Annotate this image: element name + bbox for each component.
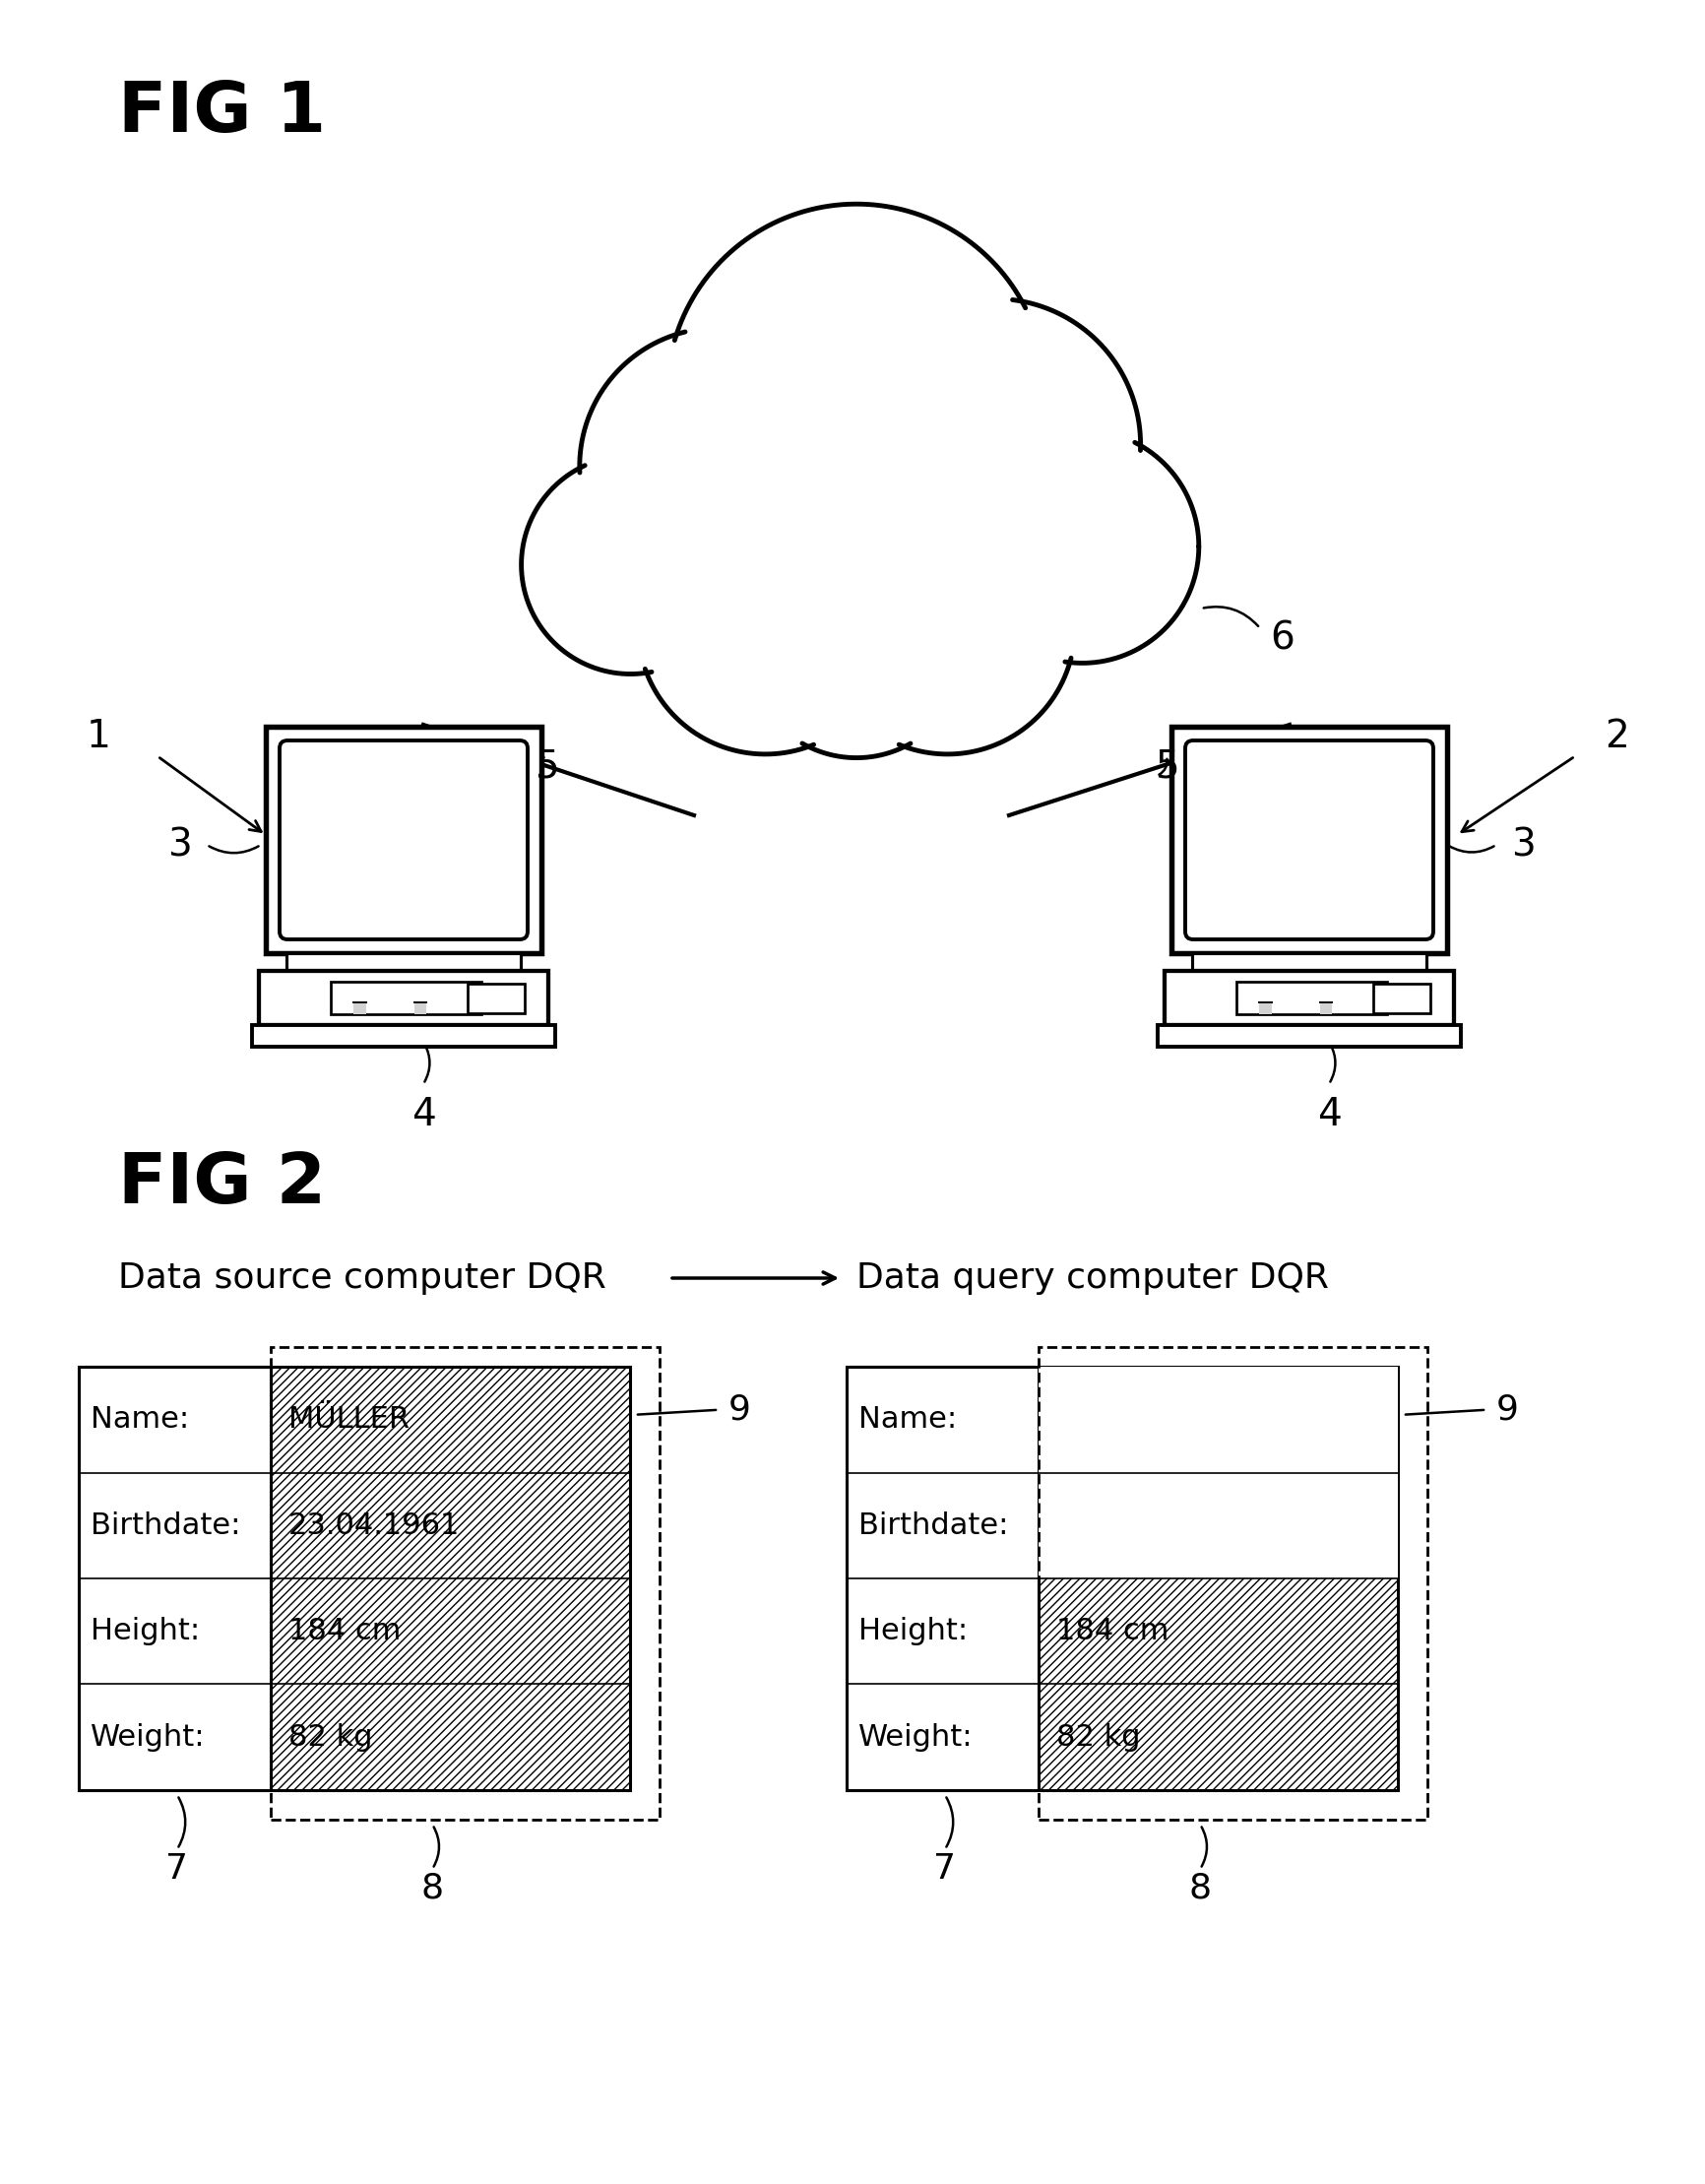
Bar <box>846 1367 1038 1791</box>
Bar <box>331 983 481 1013</box>
Text: Name:: Name: <box>858 1404 957 1435</box>
Bar <box>1373 983 1430 1013</box>
Text: 8: 8 <box>421 1872 443 1904</box>
Text: FIG 1: FIG 1 <box>118 79 326 146</box>
Text: Birthdate:: Birthdate: <box>858 1511 1008 1540</box>
Text: 9: 9 <box>728 1393 750 1426</box>
Bar <box>414 1002 426 1013</box>
FancyBboxPatch shape <box>1185 740 1432 939</box>
Text: Height:: Height: <box>858 1616 967 1645</box>
Bar <box>1165 972 1453 1024</box>
Bar <box>1192 952 1425 972</box>
Text: 8: 8 <box>1188 1872 1211 1904</box>
Text: 184 cm: 184 cm <box>288 1616 401 1645</box>
Bar <box>1171 727 1446 952</box>
Text: 1: 1 <box>87 719 111 756</box>
Bar <box>1236 983 1386 1013</box>
Text: FIG 2: FIG 2 <box>118 1151 326 1219</box>
Text: 5: 5 <box>534 747 558 784</box>
Text: Name:: Name: <box>90 1404 189 1435</box>
Text: 3: 3 <box>1511 826 1534 863</box>
Text: Data query computer DQR: Data query computer DQR <box>856 1262 1328 1295</box>
Bar <box>252 1024 556 1046</box>
Text: Birthdate:: Birthdate: <box>90 1511 240 1540</box>
Bar <box>259 972 547 1024</box>
Bar <box>1320 1002 1332 1013</box>
Text: 184 cm: 184 cm <box>1055 1616 1168 1645</box>
Text: 82 kg: 82 kg <box>288 1723 372 1752</box>
Text: MÜLLER: MÜLLER <box>288 1404 409 1435</box>
Text: 9: 9 <box>1495 1393 1517 1426</box>
Bar <box>271 1348 660 1819</box>
Bar <box>286 952 520 972</box>
Bar <box>78 1367 271 1791</box>
Text: 5: 5 <box>1154 747 1178 784</box>
Bar <box>1038 1348 1427 1819</box>
FancyBboxPatch shape <box>280 740 527 939</box>
Text: Height:: Height: <box>90 1616 199 1645</box>
Text: 4: 4 <box>411 1096 435 1133</box>
Bar <box>353 1002 365 1013</box>
Text: 7: 7 <box>165 1852 189 1885</box>
Bar <box>1258 1002 1270 1013</box>
Text: 23.04.1961: 23.04.1961 <box>288 1511 460 1540</box>
Text: 2: 2 <box>1604 719 1628 756</box>
Bar <box>78 1367 629 1791</box>
Text: 6: 6 <box>1269 620 1294 657</box>
Bar <box>846 1367 1396 1791</box>
Bar <box>1038 1367 1396 1579</box>
Text: 82 kg: 82 kg <box>1055 1723 1139 1752</box>
Bar <box>1156 1024 1461 1046</box>
Text: Weight:: Weight: <box>90 1723 205 1752</box>
Text: 3: 3 <box>167 826 193 863</box>
Text: Weight:: Weight: <box>858 1723 972 1752</box>
Text: 7: 7 <box>933 1852 957 1885</box>
Bar <box>266 727 540 952</box>
Bar <box>467 983 525 1013</box>
Text: 4: 4 <box>1316 1096 1340 1133</box>
Text: Data source computer DQR: Data source computer DQR <box>118 1262 605 1295</box>
